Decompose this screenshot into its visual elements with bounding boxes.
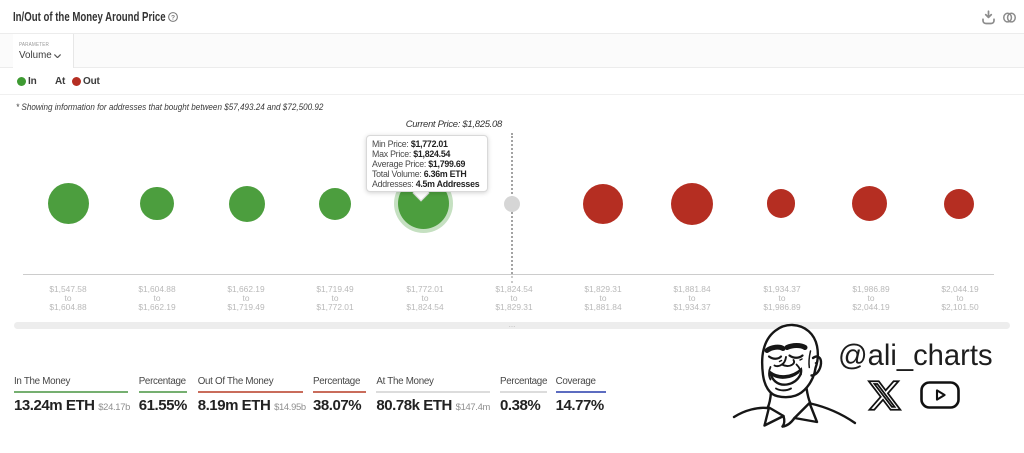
svg-text:?: ? [170,15,174,22]
